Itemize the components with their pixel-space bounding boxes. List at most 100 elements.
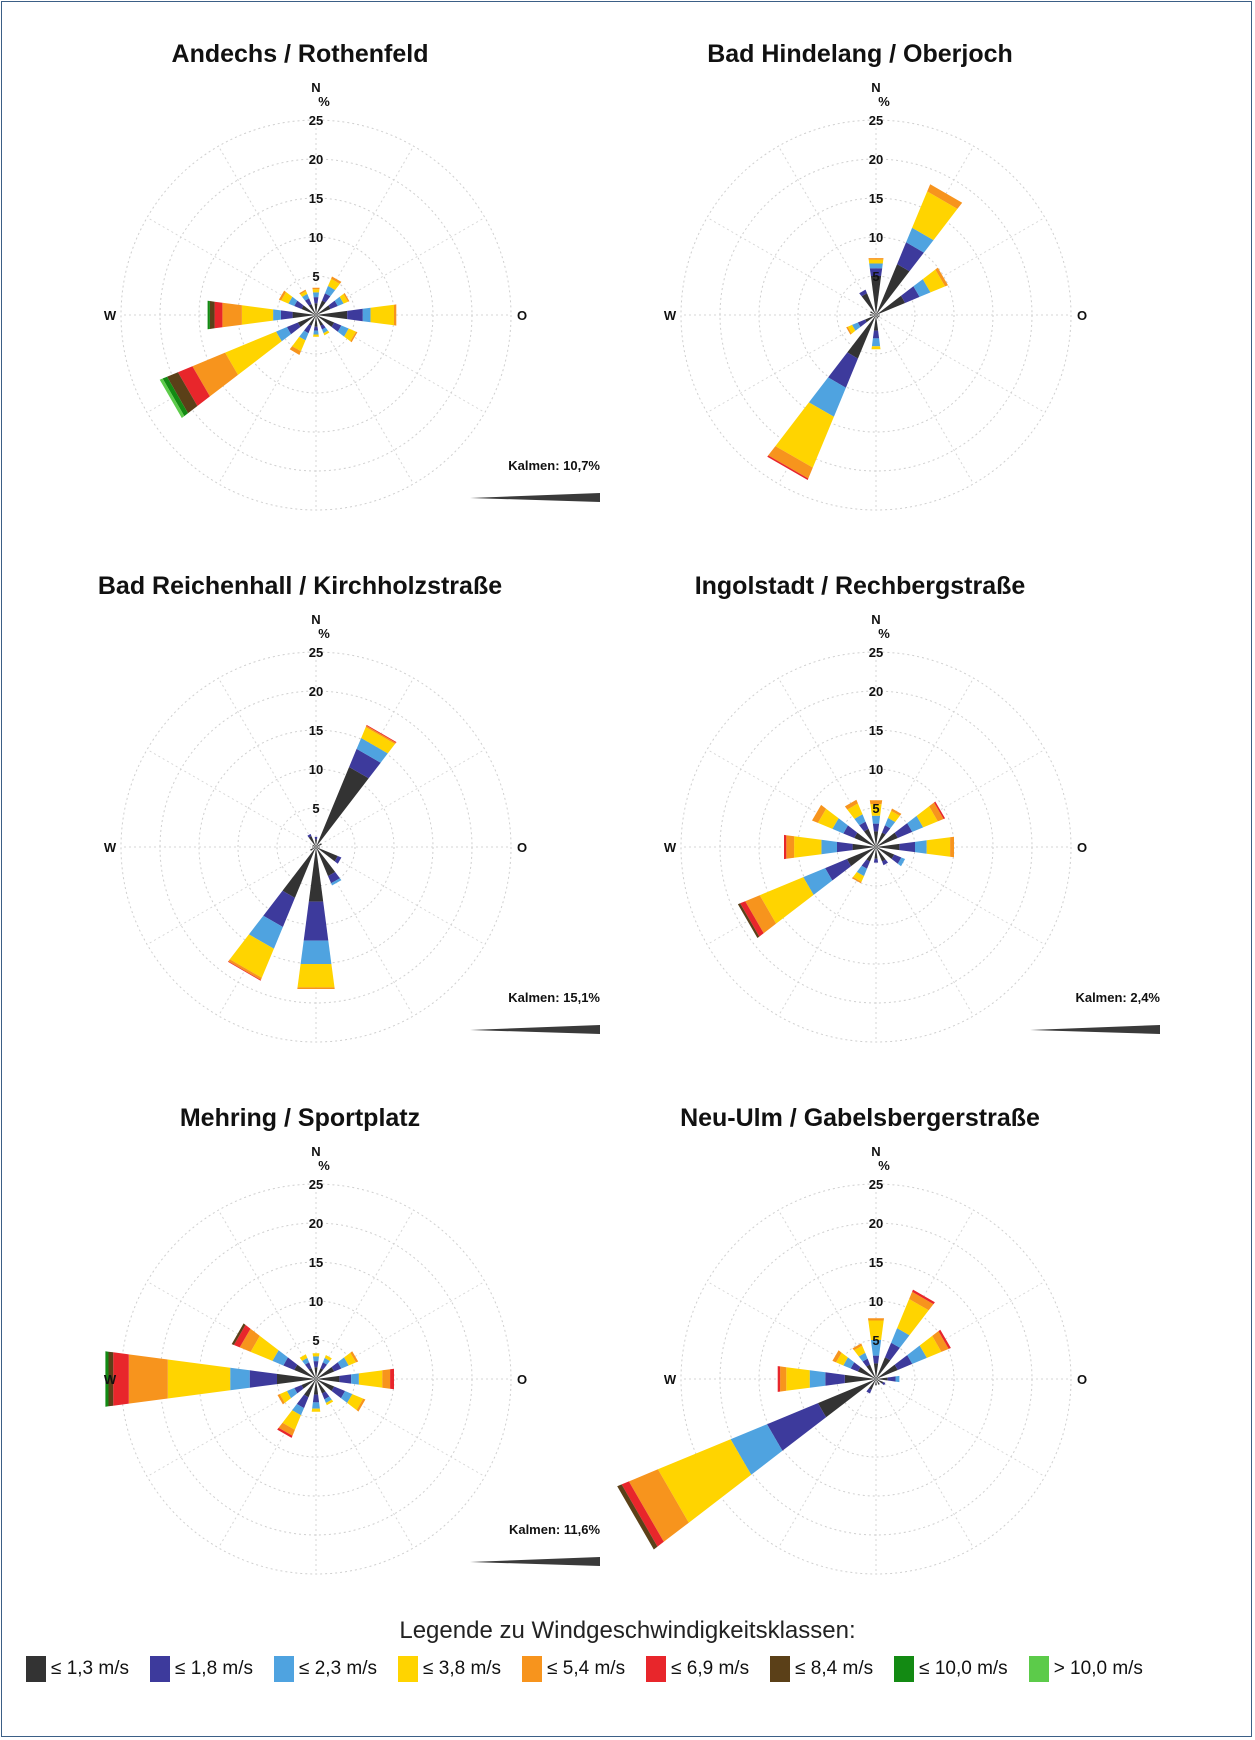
windrose-segment [859,821,869,832]
windrose-segment [876,295,906,315]
windrose-segment [231,1323,246,1345]
windrose-segment [228,959,262,980]
windrose-segment [932,1331,949,1352]
grid-spoke [875,1378,1046,1477]
windrose-segment [856,865,867,877]
windrose-segment [277,1373,316,1385]
windrose-segment [938,1329,951,1349]
windrose-segment [365,725,396,744]
windrose-segment [305,1362,312,1370]
windrose-segment [868,1379,876,1390]
windrose-segment [865,315,876,323]
windrose-segment [276,327,291,342]
windrose-plot: 5 10 15 20 25 N% S W O [617,1144,1087,1584]
windrose-panel: Andechs / Rothenfeld 5 10 15 20 25 N% S W O Kalme… [0,0,600,520]
windrose-segment [300,291,308,297]
windrose-segment [312,1402,320,1409]
legend-label: ≤ 6,9 m/s [671,1658,750,1679]
calm-label: Kalmen: 10,7% [508,458,600,473]
windrose-segment [316,847,338,862]
legend-item: ≤ 10,0 m/s [894,1656,1008,1682]
compass-label: O [1077,1372,1087,1387]
windrose-segment [909,1291,934,1311]
windrose-segment [337,1357,349,1369]
windrose-segment [927,184,963,209]
calm-label: Kalmen: 11,6% [509,1522,600,1537]
windrose-segment [331,322,342,332]
windrose-segment [876,264,910,315]
windrose-segment [837,841,853,853]
windrose-segment [281,292,293,304]
windrose-segment [308,304,316,315]
grid-circle [680,651,1072,1043]
compass-label: % [878,626,890,641]
windrose-segment [294,1385,304,1394]
windrose-segment [809,1370,826,1388]
windrose-segment [312,289,320,293]
windrose-segment [825,1372,845,1386]
windrose-segment [657,1439,752,1523]
legend-swatch [26,1656,46,1682]
windrose-segment [304,1379,316,1398]
windrose-segment [912,1289,935,1305]
windrose-segment [885,1342,900,1361]
windrose-segment [302,293,310,301]
windrose-segment [324,1396,332,1403]
windrose-segment [817,1379,876,1418]
radial-tick-label: 5 [872,1333,879,1348]
windrose-segment [227,961,261,981]
chart-title: Ingolstadt / Rechbergstraße [694,572,1026,600]
windrose-segment [866,1364,876,1379]
legend-label: ≤ 2,3 m/s [299,1658,378,1679]
grid-spoke [315,314,414,485]
windrose-plot: 5 10 15 20 25 N% S W O Kalmen: 2,4% [664,612,1160,1052]
windrose-segment [852,1343,863,1351]
windrose-segment [870,804,882,816]
radial-tick-label: 15 [869,723,883,738]
windrose-segment [858,1352,868,1362]
compass-label: S [312,1582,321,1584]
windrose-segment [882,825,891,835]
compass-label: O [517,840,527,855]
windrose-segment [312,844,316,847]
windrose-segment [897,857,906,867]
windrose-segment [301,305,316,315]
windrose-segment [296,1394,309,1409]
windrose-segment [869,263,883,269]
windrose-segment [872,823,880,832]
windrose-segment [301,1379,316,1389]
windrose-segment [279,1391,291,1403]
windrose-segment [394,304,397,326]
windrose-segment [875,1379,877,1386]
windrose-segment [876,315,879,319]
windrose-segment [794,836,822,858]
radial-tick-label: 20 [309,684,323,699]
windrose-segment [873,831,879,847]
windrose-segment [159,378,185,418]
calm-wedge [470,1557,600,1566]
windrose-segment [828,352,858,388]
windrose-panel: Mehring / Sportplatz 5 10 15 20 25 N% S W O Kalme… [0,1064,600,1584]
windrose-segment [233,1324,251,1348]
windrose-segment [861,293,876,315]
windrose-segment [303,901,329,941]
grid-spoke [875,314,974,485]
grid-circle [680,1183,1072,1575]
legend-swatch [274,1656,295,1682]
windrose-segment [320,1362,327,1370]
windrose-segment [167,1359,231,1399]
windrose-segment [316,1379,335,1391]
radial-tick-label: 10 [309,762,323,777]
grid-spoke [315,1378,414,1549]
compass-label: O [517,308,527,323]
windrose-segment [853,872,864,882]
radial-tick-label: 10 [869,762,883,777]
windrose-segment [358,1370,383,1388]
windrose-segment [850,1362,861,1372]
windrose-segment [343,293,350,302]
windrose-segment [876,314,880,316]
windrose-segment [350,331,358,343]
windrose-segment [339,293,348,304]
windrose-segment [888,810,900,822]
windrose-segment [308,1368,316,1379]
